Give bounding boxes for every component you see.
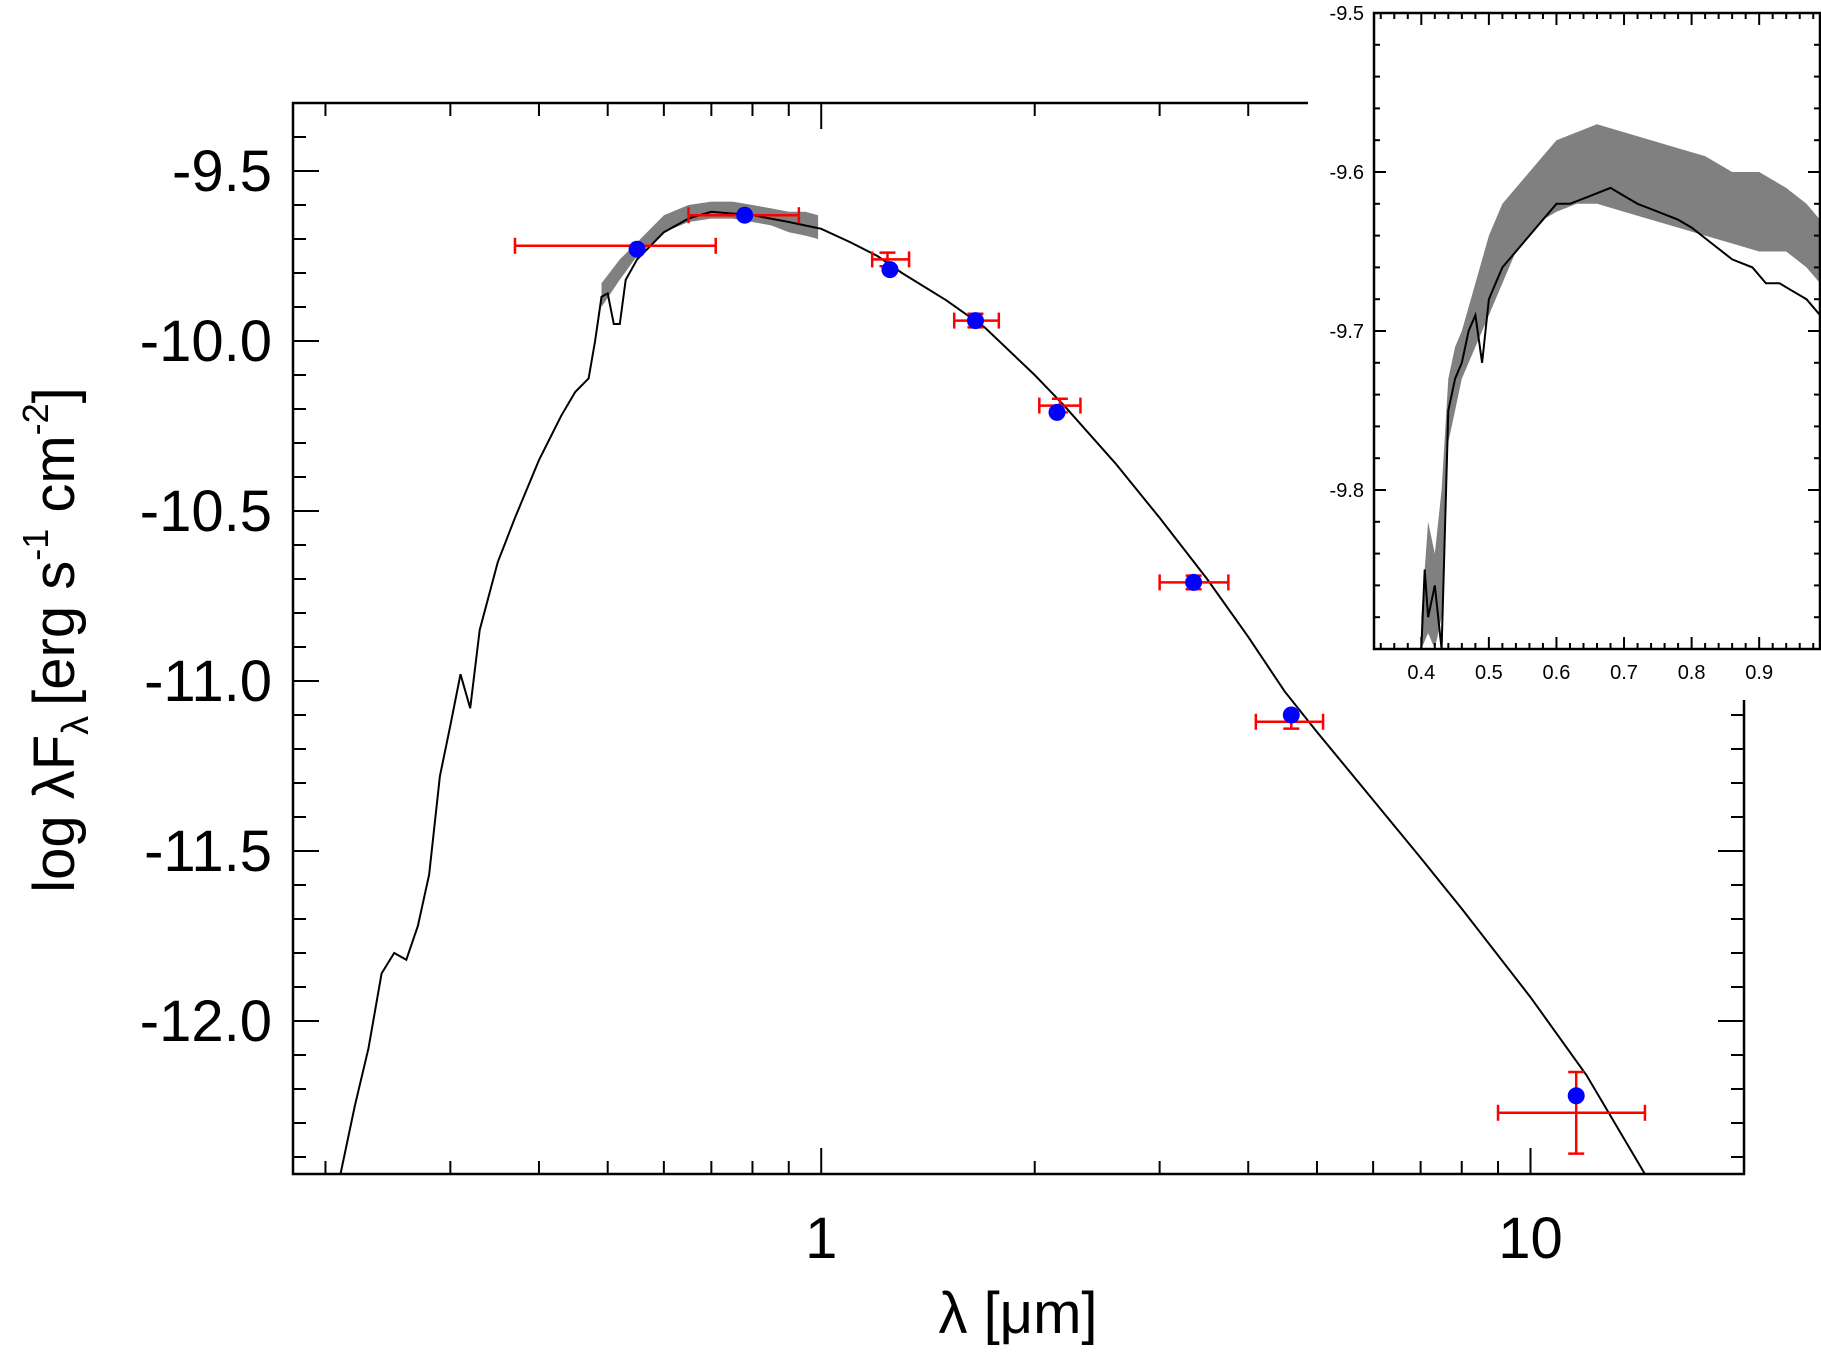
y-tick-label: -12.0 (140, 989, 272, 1054)
inset-x-tick-label: 0.8 (1678, 662, 1706, 684)
synthetic-point-4 (1048, 403, 1066, 421)
inset-model-spectrum-line (1420, 186, 1821, 650)
y-tick-label: -9.5 (172, 139, 272, 204)
inset-background (1308, 0, 1821, 700)
main-y-ticks: -9.5 -10.0 -10.5 -11.0 -11.5 -12.0 (140, 102, 1744, 1158)
inset-y-tick-label: -9.8 (1330, 480, 1364, 502)
synthetic-point-2 (881, 261, 899, 279)
main-x-axis-label: λ [μm] (938, 1281, 1097, 1346)
inset-x-tick-label: 0.6 (1543, 662, 1571, 684)
synthetic-point-0 (628, 240, 646, 258)
inset-x-ticks: 0.4 0.5 0.6 0.7 0.8 0.9 (1379, 13, 1815, 684)
inset-y-ticks: -9.5 -9.6 -9.7 -9.8 (1330, 3, 1820, 650)
synthetic-point-1 (736, 206, 754, 224)
observed-point-0 (513, 237, 717, 254)
y-tick-label: -11.0 (144, 649, 272, 714)
inset-plot: 0.4 0.5 0.6 0.7 0.8 0.9 -9.5 -9.6 -9.7 -9.8 (1308, 0, 1821, 700)
inset-y-tick-label: -9.7 (1330, 321, 1364, 343)
x-tick-label: 10 (1498, 1206, 1563, 1271)
inset-y-tick-label: -9.5 (1330, 3, 1364, 25)
observed-point-7 (1496, 1070, 1647, 1155)
inset-x-tick-label: 0.4 (1407, 662, 1435, 684)
synthetic-point-5 (1185, 573, 1203, 591)
inset-x-tick-label: 0.9 (1745, 662, 1773, 684)
synthetic-point-6 (1282, 706, 1300, 724)
x-tick-label: 1 (805, 1206, 837, 1271)
synthetic-point-7 (1567, 1087, 1585, 1105)
inset-x-tick-label: 0.5 (1475, 662, 1503, 684)
observed-spectrum-band (601, 201, 819, 307)
y-tick-label: -10.0 (140, 309, 272, 374)
main-x-ticks: 1 10 (324, 103, 1745, 1271)
main-y-axis-label: log λFλ[erg s-1 cm-2] (15, 387, 97, 893)
model-spectrum-line (339, 210, 1646, 1175)
inset-x-tick-label: 0.7 (1610, 662, 1638, 684)
synthetic-photometry (628, 206, 1585, 1105)
y-tick-label: -10.5 (140, 479, 272, 544)
inset-y-tick-label: -9.6 (1330, 162, 1364, 184)
synthetic-point-3 (966, 312, 984, 330)
y-tick-label: -11.5 (144, 819, 272, 884)
